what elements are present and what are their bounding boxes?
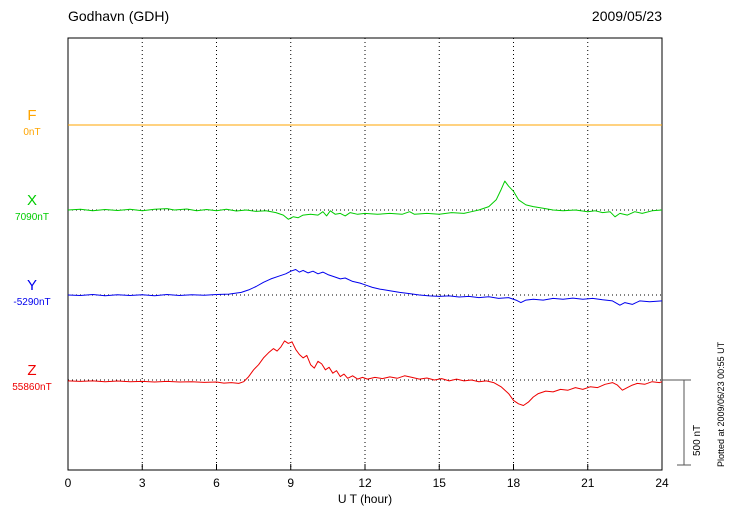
x-tick-label: 12 bbox=[358, 476, 372, 490]
trace-y bbox=[67, 269, 663, 306]
plotted-at-text: Plotted at 2009/06/23 00:55 UT bbox=[716, 341, 726, 467]
trace-baseline-value-f: 0nT bbox=[23, 127, 41, 138]
x-tick-label: 15 bbox=[433, 476, 447, 490]
x-tick-label: 24 bbox=[655, 476, 669, 490]
trace-letter-x: X bbox=[26, 192, 37, 209]
x-tick-label: 0 bbox=[65, 476, 72, 490]
trace-letter-z: Z bbox=[27, 362, 37, 379]
trace-baseline-value-z: 55860nT bbox=[12, 382, 52, 393]
x-tick-label: 3 bbox=[139, 476, 146, 490]
x-tick-label: 9 bbox=[287, 476, 294, 490]
x-axis-label: U T (hour) bbox=[337, 492, 393, 506]
trace-baseline-value-x: 7090nT bbox=[15, 212, 49, 223]
x-tick-label: 21 bbox=[581, 476, 595, 490]
scale-bar-label: 500 nT bbox=[692, 424, 703, 456]
trace-letter-f: F bbox=[27, 107, 37, 124]
x-tick-label: 18 bbox=[507, 476, 521, 490]
plot-date: 2009/05/23 bbox=[591, 8, 662, 24]
trace-baseline-value-y: -5290nT bbox=[13, 297, 51, 308]
trace-x bbox=[67, 180, 663, 220]
trace-letter-y: Y bbox=[26, 277, 37, 294]
trace-z bbox=[67, 340, 663, 406]
station-title: Godhavn (GDH) bbox=[68, 8, 170, 24]
x-tick-label: 6 bbox=[213, 476, 220, 490]
